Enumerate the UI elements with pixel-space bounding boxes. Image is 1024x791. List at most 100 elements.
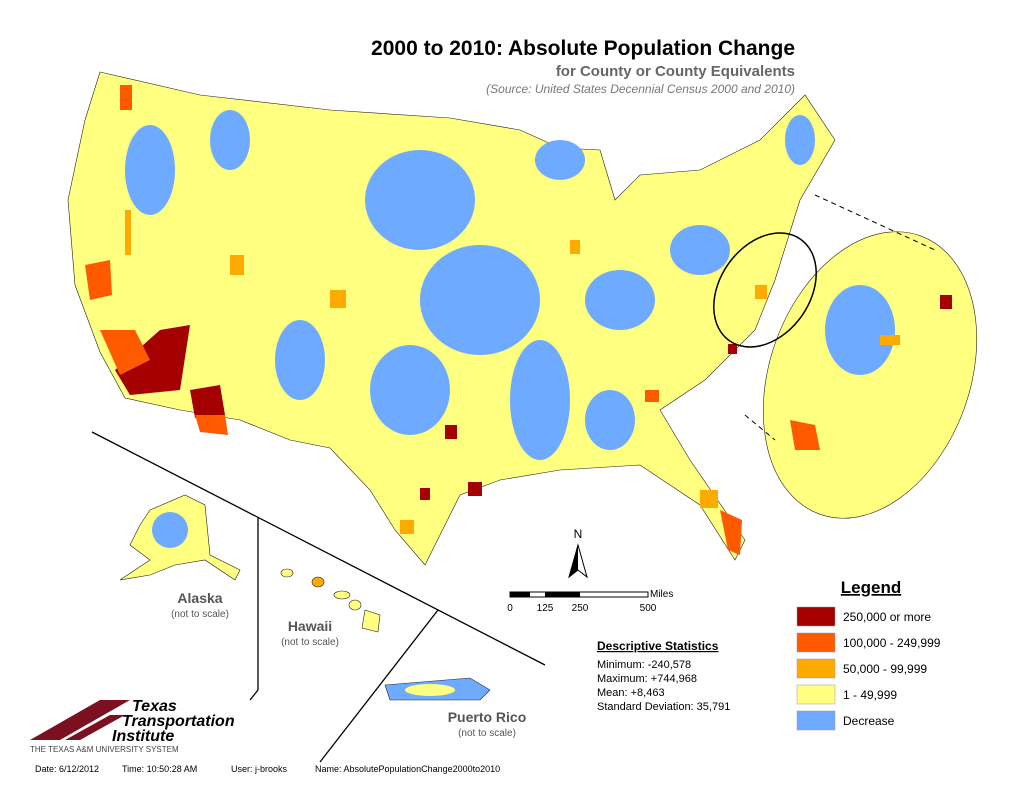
- stats-line: Standard Deviation: 35,791: [597, 701, 730, 713]
- county: [940, 295, 952, 309]
- county-cluster: [152, 512, 188, 548]
- county: [728, 344, 737, 354]
- footer-item: Date: 6/12/2012: [35, 764, 99, 774]
- north-label: N: [574, 527, 583, 541]
- county: [115, 325, 190, 395]
- island: [361, 609, 381, 633]
- stats-line: Maximum: +744,968: [597, 673, 697, 685]
- logo-mark: [30, 700, 130, 740]
- hawaii: [280, 568, 381, 633]
- island: [333, 590, 351, 600]
- logo-mark: [65, 715, 125, 740]
- scale-tick: 125: [537, 603, 554, 614]
- growth-areas: [85, 85, 767, 555]
- legend-swatch: [796, 606, 836, 627]
- stats-line: Minimum: -240,578: [597, 659, 691, 671]
- county: [125, 210, 131, 255]
- inset-name: Hawaii: [288, 618, 332, 634]
- county-cluster: [510, 340, 570, 460]
- scale-tick: 250: [572, 603, 589, 614]
- inset-focus: [713, 232, 817, 348]
- county: [645, 390, 659, 402]
- legend-swatch: [796, 684, 836, 705]
- county-cluster: [670, 225, 730, 275]
- county: [190, 385, 225, 418]
- county-cluster: [535, 140, 585, 180]
- island: [311, 576, 325, 588]
- inset-connector: [814, 194, 936, 251]
- county: [570, 240, 580, 254]
- legend-swatch: [796, 632, 836, 653]
- scale-tick: 0: [507, 603, 513, 614]
- county-cluster: [370, 345, 450, 435]
- scale-segment: [510, 592, 530, 597]
- county: [720, 510, 742, 555]
- county-cluster: [420, 245, 540, 355]
- logo: Texas Transportation Institute THE TEXAS…: [30, 698, 235, 754]
- county-cluster: [275, 320, 325, 400]
- source: (Source: United States Decennial Census …: [486, 82, 795, 96]
- island: [348, 599, 362, 611]
- county: [755, 285, 767, 299]
- stats-lines: Minimum: -240,578 Maximum: +744,968 Mean: …: [597, 659, 730, 713]
- legend-label: 1 - 49,999: [843, 688, 897, 702]
- county: [790, 420, 820, 450]
- decrease-areas: [125, 110, 815, 460]
- inset-note: (not to scale): [281, 637, 339, 648]
- subtitle: for County or County Equivalents: [556, 63, 795, 80]
- stats-line: Mean: +8,463: [597, 687, 665, 699]
- footer-item: Name: AbsolutePopulationChange2000to2010: [315, 764, 500, 774]
- stats-title: Descriptive Statistics: [597, 639, 719, 653]
- legend-label: 100,000 - 249,999: [843, 636, 941, 650]
- inset-connector: [744, 414, 776, 441]
- legend-label: 250,000 or more: [843, 610, 931, 624]
- county-cluster: [365, 150, 475, 250]
- us-map: [67, 71, 836, 566]
- county-cluster: [825, 285, 895, 375]
- county-cluster: [405, 684, 455, 696]
- logo-text: Transportation: [122, 713, 235, 730]
- logo-system: THE TEXAS A&M UNIVERSITY SYSTEM: [30, 745, 179, 754]
- divider: [91, 431, 546, 666]
- county: [230, 255, 244, 275]
- island: [280, 568, 294, 578]
- county-cluster: [210, 110, 250, 170]
- divider: [319, 609, 439, 763]
- county: [880, 335, 900, 345]
- inset-dividers: [91, 431, 546, 763]
- legend-title: Legend: [841, 578, 901, 597]
- footer-item: User: j-brooks: [231, 764, 288, 774]
- legend-swatch: [796, 658, 836, 679]
- scale-unit: Miles: [650, 589, 673, 600]
- inset-note: (not to scale): [171, 609, 229, 620]
- county: [330, 290, 346, 308]
- county-cluster: [585, 390, 635, 450]
- county: [85, 260, 112, 300]
- inset-note: (not to scale): [458, 728, 516, 739]
- county-cluster: [785, 115, 815, 165]
- county: [120, 85, 132, 110]
- county: [468, 482, 482, 496]
- county: [195, 415, 228, 435]
- legend-label: 50,000 - 99,999: [843, 662, 927, 676]
- county-cluster: [585, 270, 655, 330]
- legend: 250,000 or more 100,000 - 249,999 50,000 -…: [796, 606, 941, 731]
- footer-item: Time: 10:50:28 AM: [122, 764, 197, 774]
- county-cluster: [125, 125, 175, 215]
- scale-segment: [545, 592, 580, 597]
- legend-label: Decrease: [843, 714, 895, 728]
- inset-name: Puerto Rico: [448, 709, 527, 725]
- title: 2000 to 2010: Absolute Population Change: [371, 37, 795, 60]
- divider: [249, 689, 259, 701]
- logo-text: Texas: [132, 698, 177, 715]
- north-arrow-half: [569, 545, 578, 577]
- county: [100, 330, 150, 375]
- scale-tick: 500: [640, 603, 657, 614]
- inset-name: Alaska: [177, 590, 222, 606]
- county: [420, 488, 430, 500]
- county: [400, 520, 414, 534]
- scale-bar: Miles 0 125 250 500: [507, 589, 673, 614]
- legend-swatch: [796, 710, 836, 731]
- logo-text: Institute: [112, 728, 174, 745]
